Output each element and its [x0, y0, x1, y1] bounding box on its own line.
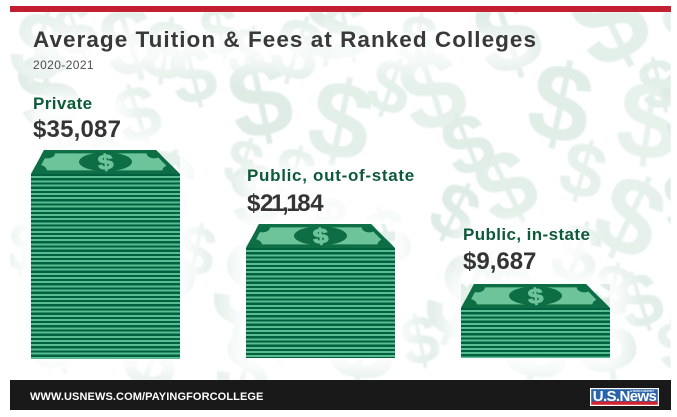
svg-text:$: $	[97, 150, 115, 174]
svg-text:$: $	[527, 284, 545, 308]
svg-text:$: $	[312, 224, 330, 248]
svg-text:U.S.News: U.S.News	[593, 388, 657, 405]
svg-text:& WORLD REPORT: & WORLD REPORT	[630, 389, 654, 393]
